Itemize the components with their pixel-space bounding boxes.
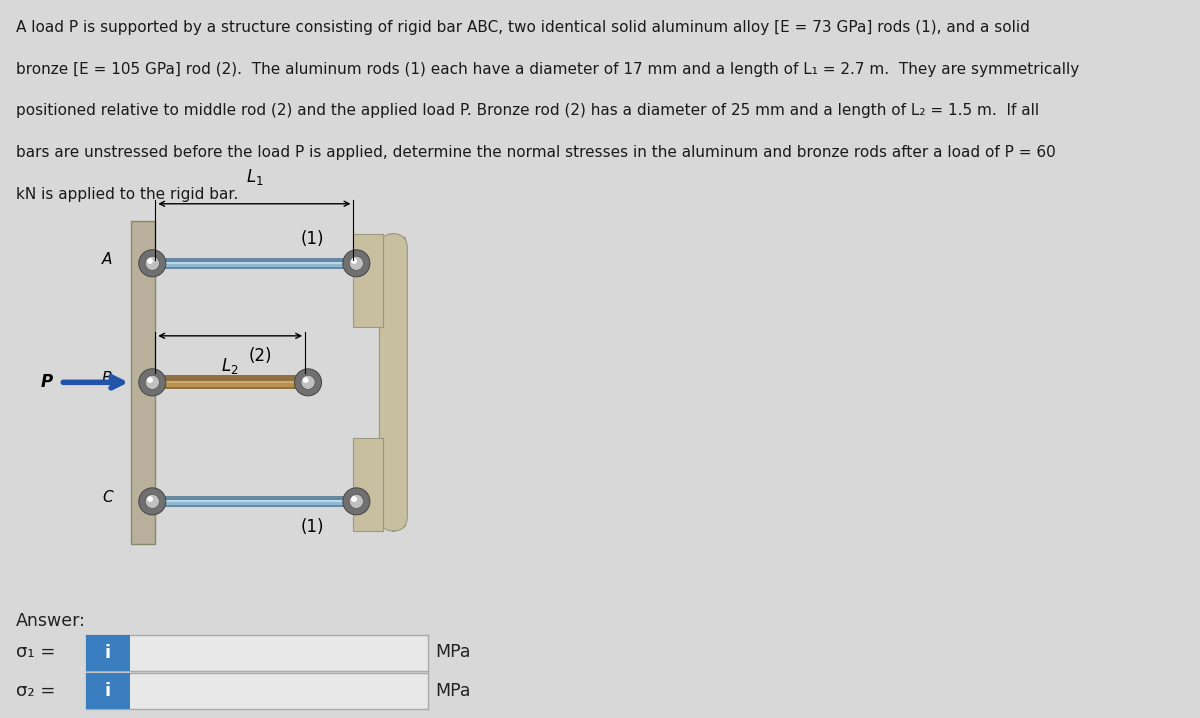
Circle shape	[302, 377, 308, 383]
Bar	[353, 233, 383, 327]
Text: MPa: MPa	[436, 681, 472, 700]
Text: i: i	[104, 682, 112, 701]
Bar	[155, 262, 353, 264]
Bar	[155, 500, 353, 505]
Text: $L_2$: $L_2$	[222, 356, 239, 376]
Text: B: B	[102, 371, 113, 386]
Text: i: i	[104, 643, 112, 662]
Circle shape	[148, 258, 152, 264]
Circle shape	[139, 488, 166, 515]
Text: kN is applied to the rigid bar.: kN is applied to the rigid bar.	[16, 187, 238, 202]
Circle shape	[145, 256, 160, 271]
Circle shape	[148, 377, 152, 383]
Circle shape	[349, 494, 364, 508]
Bar	[155, 376, 305, 389]
Text: (1): (1)	[301, 518, 324, 536]
Bar	[398, 237, 407, 528]
Bar	[155, 496, 353, 507]
Text: C: C	[102, 490, 113, 505]
Bar	[155, 500, 353, 503]
Text: bronze [E = 105 GPa] rod (2).  The aluminum rods (1) each have a diameter of 17 : bronze [E = 105 GPa] rod (2). The alumin…	[16, 62, 1079, 77]
Bar	[155, 381, 305, 383]
Circle shape	[343, 488, 370, 515]
Circle shape	[349, 256, 364, 271]
Bar	[353, 438, 383, 531]
Circle shape	[352, 496, 358, 502]
FancyBboxPatch shape	[379, 233, 407, 531]
Bar	[155, 258, 353, 269]
Text: $L_1$: $L_1$	[246, 167, 263, 187]
Circle shape	[343, 250, 370, 277]
Text: (2): (2)	[248, 348, 272, 365]
Bar	[155, 262, 353, 267]
Text: MPa: MPa	[436, 643, 472, 661]
Text: σ₂ =: σ₂ =	[16, 681, 55, 700]
Text: A load P is supported by a structure consisting of rigid bar ABC, two identical : A load P is supported by a structure con…	[16, 20, 1030, 35]
Bar	[131, 220, 155, 544]
Text: (1): (1)	[301, 230, 324, 248]
Text: σ₁ =: σ₁ =	[16, 643, 55, 661]
Text: bars are unstressed before the load P is applied, determine the normal stresses : bars are unstressed before the load P is…	[16, 145, 1055, 160]
Circle shape	[139, 369, 166, 396]
Circle shape	[294, 369, 322, 396]
Text: Answer:: Answer:	[16, 612, 85, 630]
Text: positioned relative to middle rod (2) and the applied load P. Bronze rod (2) has: positioned relative to middle rod (2) an…	[16, 103, 1039, 118]
Text: P: P	[41, 373, 53, 391]
Circle shape	[145, 376, 160, 389]
Circle shape	[139, 250, 166, 277]
Circle shape	[145, 494, 160, 508]
Circle shape	[301, 376, 316, 389]
Circle shape	[148, 496, 152, 502]
Bar	[155, 381, 305, 387]
Text: A: A	[102, 252, 113, 267]
Circle shape	[352, 258, 358, 264]
